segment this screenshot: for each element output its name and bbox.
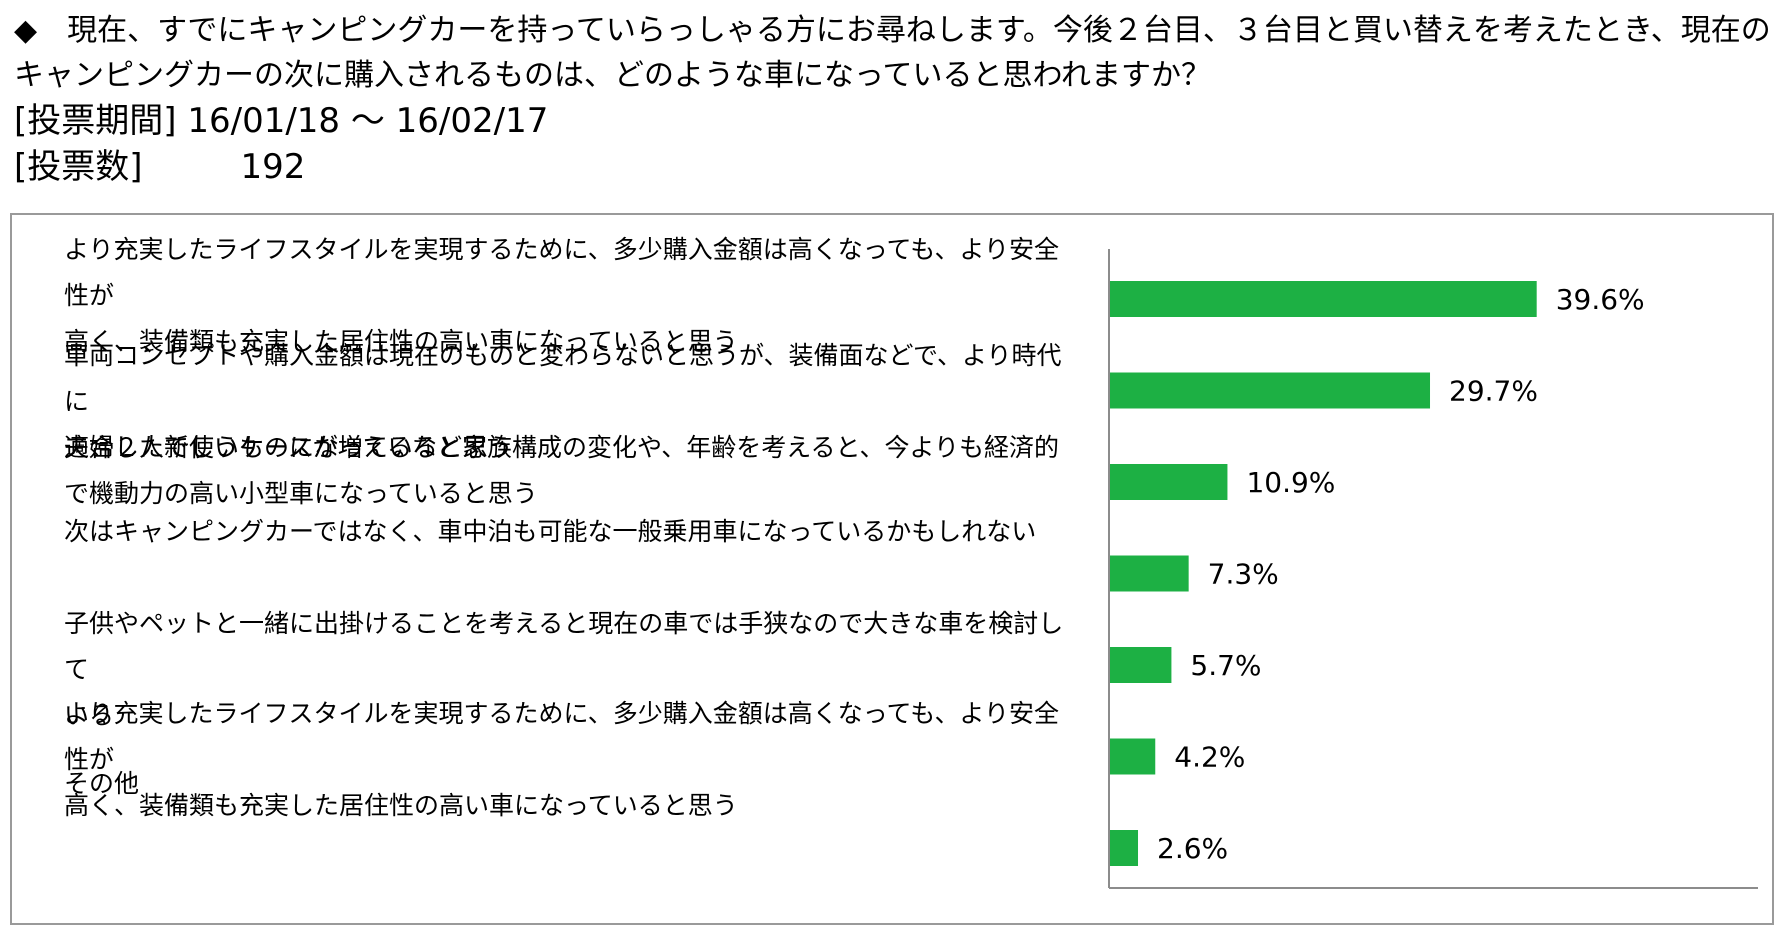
- voting-period-value: 16/01/18 ～ 16/02/17: [187, 101, 549, 141]
- category-label-2-line-1: 車両コンセプトや購入金額は現在のものと変わらないと思うが、装備面などで、より時代…: [64, 341, 1062, 416]
- category-label-1-line-1: より充実したライフスタイルを実現するために、多少購入金額は高くなっても、より安全…: [64, 235, 1060, 310]
- question-header: ◆ 現在、すでにキャンピングカーを持っていらっしゃる方にお尋ねします。今後２台目…: [14, 8, 1774, 190]
- value-label-3: 10.9%: [1246, 466, 1335, 499]
- category-label-7-line-1: その他: [64, 769, 140, 798]
- category-label-6: より充実したライフスタイルを実現するために、多少購入金額は高くなっても、より安全…: [64, 691, 1074, 829]
- category-label-4-line-1: 次はキャンピングカーではなく、車中泊も可能な一般乗用車になっているかもしれない: [64, 517, 1037, 546]
- value-label-2: 29.7%: [1449, 375, 1538, 408]
- category-label-1-line-2: 高く、装備類も充実した居住性の高い車になっていると思う: [64, 327, 738, 356]
- category-label-2: 車両コンセプトや購入金額は現在のものと変わらないと思うが、装備面などで、より時代…: [64, 333, 1074, 471]
- category-label-4: 次はキャンピングカーではなく、車中泊も可能な一般乗用車になっているかもしれない: [64, 509, 1074, 555]
- chart-frame: より充実したライフスタイルを実現するために、多少購入金額は高くなっても、より安全…: [10, 213, 1774, 925]
- question-text-line2: キャンピングカーの次に購入されるものは、どのような車になっていると思われますか？: [14, 58, 1211, 93]
- value-label-6: 4.2%: [1174, 741, 1245, 774]
- category-label-3-line-2: で機動力の高い小型車になっていると思う: [64, 479, 538, 508]
- category-label-7: その他: [64, 761, 1074, 807]
- bar-3: [1110, 464, 1228, 500]
- category-label-5-line-1: 子供やペットと一緒に出掛けることを考えると現在の車では手狭なので大きな車を検討し…: [64, 609, 1064, 684]
- value-label-7: 2.6%: [1157, 832, 1228, 865]
- bar-2: [1110, 372, 1431, 409]
- category-label-3: 夫婦２人で使うケースが増えるなど家族構成の変化や、年齢を考えると、今よりも経済的…: [64, 425, 1074, 517]
- bar-6: [1110, 738, 1156, 775]
- vote-count-label: [投票数]: [14, 147, 143, 187]
- bar-1: [1110, 281, 1537, 317]
- category-label-3-line-1: 夫婦２人で使うケースが増えるなど家族構成の変化や、年齢を考えると、今よりも経済的: [64, 433, 1060, 462]
- category-label-5-line-2: いる: [64, 701, 115, 730]
- vote-count: [投票数] 192: [14, 144, 1774, 190]
- bar-chart: 39.6% 29.7% 10.9% 7.3% 5.7% 4.2% 2.6%: [1108, 249, 1758, 889]
- category-label-5: 子供やペットと一緒に出掛けることを考えると現在の車では手狭なので大きな車を検討し…: [64, 601, 1074, 739]
- category-label-1: より充実したライフスタイルを実現するために、多少購入金額は高くなっても、より安全…: [64, 227, 1074, 365]
- value-label-4: 7.3%: [1208, 558, 1279, 591]
- value-label-5: 5.7%: [1190, 649, 1261, 682]
- category-label-6-line-2: 高く、装備類も充実した居住性の高い車になっていると思う: [64, 791, 738, 820]
- value-label-1: 39.6%: [1556, 283, 1645, 316]
- bar-5: [1110, 647, 1172, 683]
- vote-count-value: 192: [240, 147, 306, 187]
- category-label-6-line-1: より充実したライフスタイルを実現するために、多少購入金額は高くなっても、より安全…: [64, 699, 1060, 774]
- category-label-2-line-2: 適合した新しいものになっていると思う: [64, 433, 513, 462]
- question-text-line1: ◆ 現在、すでにキャンピングカーを持っていらっしゃる方にお尋ねします。今後２台目…: [14, 13, 1771, 48]
- bar-4: [1110, 555, 1189, 592]
- voting-period-label: [投票期間]: [14, 101, 177, 141]
- bar-7: [1110, 830, 1139, 866]
- voting-period: [投票期間] 16/01/18 ～ 16/02/17: [14, 98, 1774, 144]
